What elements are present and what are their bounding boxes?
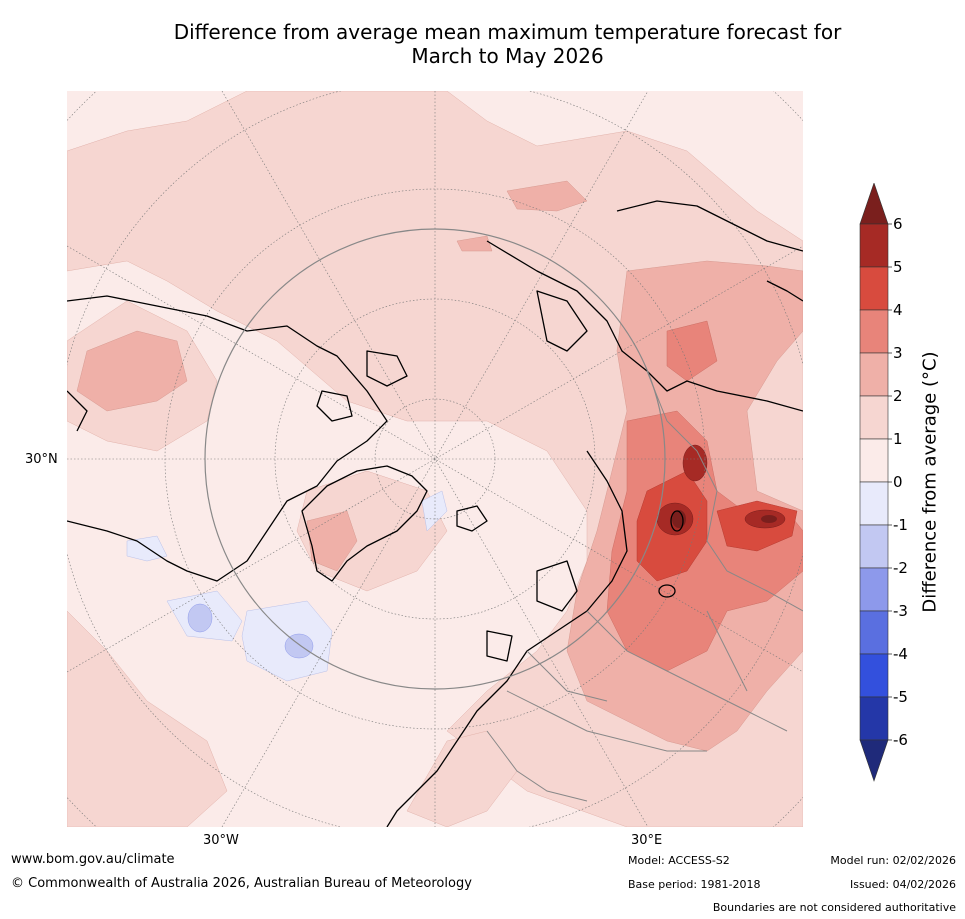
map-title: Difference from average mean maximum tem… [60,20,955,68]
colorbar-svg [859,182,892,782]
website-link[interactable]: www.bom.gov.au/climate [11,852,175,867]
colorbar-segment [859,395,889,440]
colorbar-tick-label: -4 [893,645,908,663]
lon-label-30e: 30°E [631,833,663,848]
colorbar-segment [859,223,889,268]
forecast-map [67,91,803,827]
copyright-notice: © Commonwealth of Australia 2026, Austra… [11,876,472,891]
lat-label-30n: 30°N [25,452,58,467]
colorbar-tick-label: 1 [893,430,903,448]
title-line-2: March to May 2026 [411,44,604,68]
issued-date: Issued: 04/02/2026 [849,878,956,891]
colorbar-tick-label: 4 [893,301,903,319]
colorbar-segment [859,653,889,698]
base-period: Base period: 1981-2018 [628,878,761,891]
colorbar-segment [859,524,889,569]
colorbar-tick-label: -3 [893,602,908,620]
colorbar-segment [859,352,889,397]
colorbar-tick-label: -2 [893,559,908,577]
colorbar-segment [859,266,889,311]
colorbar-segment [859,438,889,483]
colorbar-segment [859,481,889,526]
lon-label-30w: 30°W [203,833,239,848]
model-run-date: Model run: 02/02/2026 [830,854,956,867]
colorbar-tick-label: 5 [893,258,903,276]
colorbar-tick-label: -6 [893,731,908,749]
title-line-1: Difference from average mean maximum tem… [173,20,842,44]
colorbar-tick-label: 0 [893,473,903,491]
anomaly-neg-1-2-regions [187,603,314,659]
colorbar-extend-high [859,182,889,225]
colorbar-tick-label: -1 [893,516,908,534]
colorbar-tick-label: 6 [893,215,903,233]
map-canvas [67,91,803,827]
colorbar-tick-label: 3 [893,344,903,362]
model-name: Model: ACCESS-S2 [628,854,730,867]
colorbar-title: Difference from average (°C) [919,351,941,613]
boundary-disclaimer: Boundaries are not considered authoritat… [712,901,956,914]
colorbar [858,182,918,787]
colorbar-segment [859,309,889,354]
colorbar-tick-label: -5 [893,688,908,706]
colorbar-segment [859,696,889,741]
colorbar-extend-low [859,739,889,782]
graticule [67,91,803,827]
country-borders [204,228,803,802]
colorbar-tick-label: 2 [893,387,903,405]
colorbar-segment [859,610,889,655]
colorbar-segment [859,567,889,612]
